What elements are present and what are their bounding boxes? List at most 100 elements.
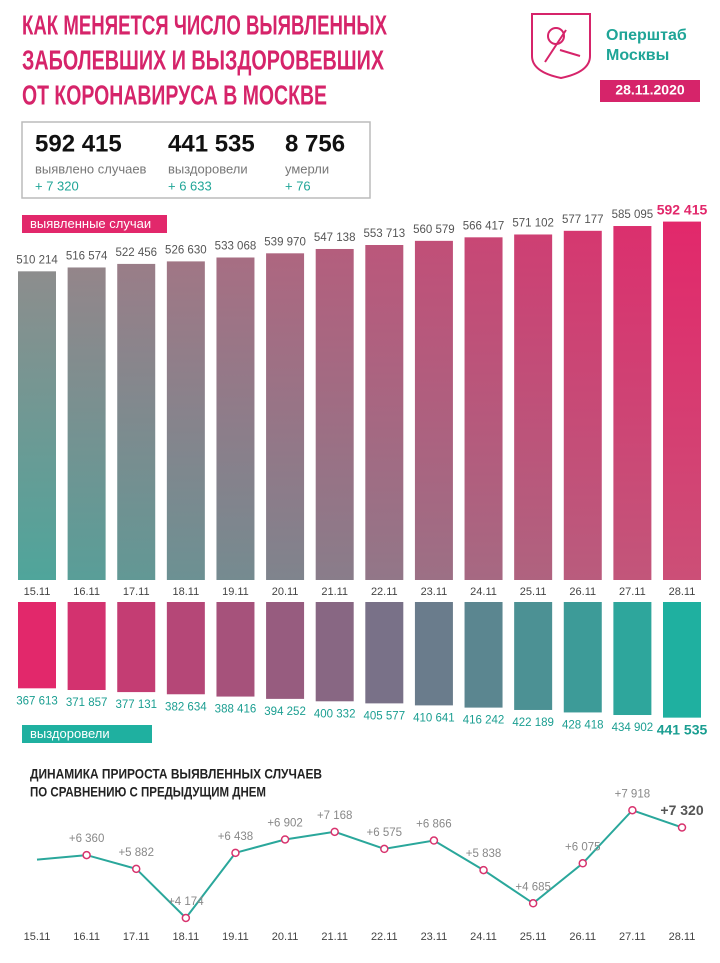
summary-value: 592 415 (35, 130, 122, 157)
x-tick-label: 20.11 (272, 931, 299, 943)
marker (479, 865, 488, 875)
summary-box (21, 121, 371, 199)
org-name: Оперштаб (606, 27, 687, 44)
value-label: 571 102 (512, 218, 554, 230)
value-label: 510 214 (16, 254, 58, 266)
x-tick-label: 18.11 (172, 931, 199, 943)
date: 28.11.2020 (615, 82, 685, 98)
x-tick-label: 25.11 (520, 931, 547, 943)
marker (82, 850, 91, 860)
bar (67, 267, 106, 580)
value-label: 382 634 (165, 701, 207, 713)
x-tick-label: 24.11 (470, 931, 497, 943)
value-label: 416 242 (463, 715, 505, 727)
value-label: 422 189 (512, 717, 554, 729)
bar (563, 602, 602, 713)
marker (330, 827, 339, 837)
value-label: 566 417 (463, 220, 505, 232)
logo (531, 13, 591, 80)
marker (280, 835, 290, 844)
value-label: +4 174 (168, 896, 204, 908)
x-tick-label: 18.11 (172, 586, 199, 598)
chart-title: ДИНАМИКА ПРИРОСТА ВЫЯВЛЕННЫХ СЛУЧАЕВ (30, 766, 322, 782)
marker (380, 844, 389, 854)
x-tick-label: 26.11 (569, 586, 596, 598)
marker (231, 848, 240, 858)
value-label: 577 177 (562, 214, 604, 226)
value-label: 367 613 (16, 695, 58, 707)
value-label: 371 857 (66, 697, 108, 709)
x-tick-label: 27.11 (619, 931, 646, 943)
x-tick-label: 20.11 (272, 586, 299, 598)
value-label: 533 068 (215, 241, 257, 253)
value-label: +4 685 (515, 881, 551, 893)
legend-box (22, 215, 167, 233)
bar (414, 602, 453, 706)
value-label: 585 095 (612, 209, 654, 221)
x-tick-label: 23.11 (421, 586, 448, 598)
title-line: ОТ КОРОНАВИРУСА В МОСКВЕ (22, 79, 327, 110)
x-tick-label: 19.11 (222, 586, 249, 598)
x-tick-label: 16.11 (73, 586, 100, 598)
value-label: 434 902 (612, 722, 654, 734)
bar (216, 257, 255, 580)
value-label: +5 882 (118, 847, 154, 859)
value-label: 553 713 (364, 228, 406, 240)
x-tick-label: 22.11 (371, 586, 398, 598)
value-label: +5 838 (466, 848, 502, 860)
bar (365, 602, 404, 704)
value-label: 377 131 (115, 699, 157, 711)
value-label: +6 438 (218, 831, 254, 843)
bar (266, 253, 305, 580)
value-label: 388 416 (215, 704, 257, 716)
x-tick-label: 25.11 (520, 586, 547, 598)
x-tick-label: 27.11 (619, 586, 646, 598)
bar (563, 230, 602, 580)
summary-delta: + 6 633 (168, 178, 212, 193)
x-tick-label: 22.11 (371, 931, 398, 943)
bar (315, 602, 354, 702)
value-label: +6 902 (267, 818, 303, 830)
title-line: ЗАБОЛЕВШИХ И ВЫЗДОРОВЕВШИХ (22, 44, 384, 75)
x-tick-label: 21.11 (321, 586, 348, 598)
bar (18, 271, 56, 580)
x-tick-label: 15.11 (24, 586, 51, 598)
bar (166, 602, 205, 695)
line-chart: ДИНАМИКА ПРИРОСТА ВЫЯВЛЕННЫХ СЛУЧАЕВ ПО С… (24, 766, 704, 943)
marker (131, 864, 141, 874)
summary: 592 415 выявлено случаев + 7 320 441 535 выз… (35, 130, 345, 193)
value-label: 441 535 (657, 721, 708, 737)
chart-title: ПО СРАВНЕНИЮ С ПРЕДЫДУЩИМ ДНЕМ (30, 784, 266, 800)
bar (67, 602, 106, 691)
bar (514, 234, 553, 581)
x-tick-label: 17.11 (123, 931, 150, 943)
x-tick-label: 24.11 (470, 586, 497, 598)
value-label: +6 075 (565, 841, 601, 853)
marker (677, 823, 687, 832)
date-badge (600, 80, 700, 102)
header: КАК МЕНЯЕТСЯ ЧИСЛО ВЫЯВЛЕННЫХ ЗАБОЛЕВШИХ… (22, 9, 700, 110)
bar (663, 602, 701, 718)
summary-label: умерли (285, 161, 329, 176)
bar (613, 602, 652, 716)
value-label: +6 866 (416, 819, 452, 831)
bar (663, 221, 701, 580)
x-tick-label: 21.11 (321, 931, 348, 943)
x-tick-label: 16.11 (73, 931, 100, 943)
marker (528, 899, 538, 908)
value-label: 560 579 (413, 224, 455, 236)
logo-spear (544, 29, 581, 63)
x-tick-label: 23.11 (421, 931, 448, 943)
line (36, 809, 683, 920)
summary-label: выявлено случаев (35, 161, 147, 176)
bar (117, 263, 156, 580)
x-tick-label: 15.11 (24, 931, 51, 943)
value-label: +7 168 (317, 810, 353, 822)
value-label: +6 575 (367, 827, 403, 839)
marker (628, 805, 637, 815)
x-tick-label: 28.11 (669, 931, 696, 943)
bar (613, 226, 652, 581)
summary-value: 441 535 (168, 130, 255, 157)
bar (414, 240, 453, 580)
x-tick-label: 17.11 (123, 586, 150, 598)
